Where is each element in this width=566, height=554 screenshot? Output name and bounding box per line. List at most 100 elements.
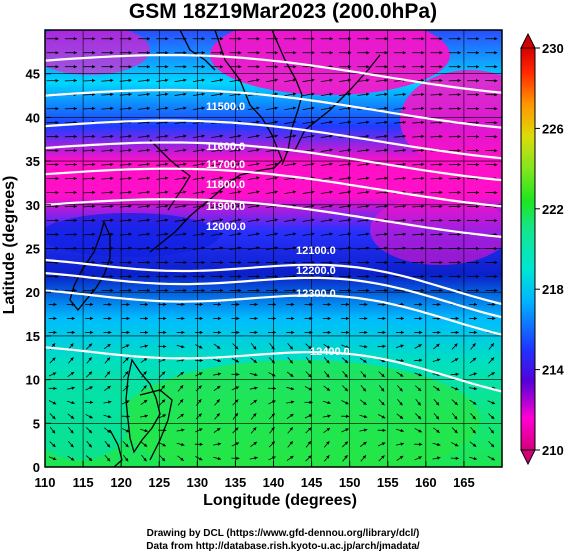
wind-arrow	[378, 455, 385, 462]
wind-arrow	[302, 37, 315, 41]
wind-arrow	[302, 246, 315, 250]
wind-arrow	[250, 357, 258, 364]
wind-arrow	[66, 330, 75, 335]
wind-arrow	[412, 232, 425, 236]
wind-arrow	[397, 385, 403, 392]
wind-arrow	[103, 385, 111, 392]
wind-arrow	[287, 426, 294, 434]
y-tick-label: 30	[26, 198, 40, 213]
wind-arrow	[265, 288, 278, 293]
wind-arrow	[195, 456, 203, 461]
wind-arrow	[101, 232, 114, 236]
wind-arrow	[393, 65, 406, 69]
wind-arrow	[156, 176, 169, 180]
wind-arrow	[266, 218, 278, 222]
wind-arrow	[176, 316, 185, 321]
wind-arrow	[451, 399, 458, 406]
wind-arrow	[64, 190, 77, 195]
x-axis-label: Longitude (degrees)	[203, 492, 357, 509]
wind-arrow	[469, 386, 478, 391]
wind-arrow	[194, 442, 203, 446]
wind-arrow	[357, 204, 370, 208]
wind-arrow	[101, 190, 114, 195]
wind-arrow	[229, 288, 242, 293]
wind-arrow	[430, 92, 443, 97]
wind-arrow	[101, 51, 114, 55]
wind-arrow	[339, 246, 352, 250]
wind-arrow	[393, 204, 406, 208]
wind-arrow	[265, 274, 278, 279]
wind-arrow	[339, 176, 352, 180]
wind-arrow	[341, 400, 349, 405]
wind-arrow	[213, 442, 222, 446]
wind-arrow	[211, 232, 224, 236]
wind-arrow	[341, 302, 350, 307]
wind-arrow	[140, 441, 148, 448]
wind-arrow	[138, 232, 151, 236]
wind-arrow	[377, 330, 386, 335]
wind-arrow	[432, 385, 441, 391]
wind-arrow	[174, 232, 187, 236]
wind-arrow	[430, 190, 443, 195]
wind-arrow	[414, 442, 423, 446]
wind-arrow	[448, 204, 461, 209]
wind-arrow	[393, 176, 406, 180]
wind-arrow	[231, 456, 240, 460]
wind-arrow	[119, 246, 132, 250]
wind-arrow	[266, 232, 278, 236]
wind-arrow	[101, 288, 114, 293]
wind-arrow	[414, 316, 423, 321]
wind-arrow	[467, 218, 480, 223]
x-tick-label: 160	[415, 475, 437, 490]
wind-arrow	[250, 426, 257, 434]
wind-arrow	[487, 316, 496, 321]
wind-arrow	[268, 400, 276, 405]
wind-arrow	[432, 358, 441, 362]
wind-arrow	[433, 427, 440, 434]
wind-arrow	[375, 37, 388, 41]
wind-arrow	[247, 246, 260, 250]
wind-arrow	[48, 302, 57, 307]
wind-arrow	[302, 134, 315, 139]
wind-arrow	[470, 426, 476, 434]
wind-arrow	[430, 106, 443, 111]
wind-arrow	[304, 316, 313, 321]
wind-arrow	[487, 456, 496, 461]
wind-arrow	[231, 442, 240, 447]
wind-arrow	[357, 288, 370, 293]
wind-arrow	[140, 316, 149, 321]
wind-arrow	[86, 371, 93, 378]
wind-arrow	[412, 218, 425, 222]
wind-arrow	[86, 343, 93, 350]
wind-arrow	[138, 134, 151, 138]
wind-arrow	[448, 78, 461, 83]
wind-arrow	[284, 162, 297, 167]
wind-arrow	[375, 204, 388, 208]
wind-arrow	[467, 134, 480, 139]
wind-arrow	[229, 260, 242, 265]
wind-arrow	[158, 316, 167, 321]
wind-arrow	[467, 246, 480, 251]
wind-arrow	[67, 455, 75, 461]
wind-arrow	[46, 78, 59, 83]
wind-arrow	[266, 106, 278, 111]
wind-arrow	[267, 302, 276, 307]
wind-arrow	[101, 148, 114, 153]
wind-arrow	[83, 106, 96, 111]
wind-arrow	[305, 371, 312, 378]
wind-arrow	[103, 302, 112, 307]
wind-arrow	[211, 148, 224, 153]
wind-arrow	[320, 162, 333, 166]
wind-arrow	[247, 260, 260, 265]
wind-arrow	[485, 135, 498, 139]
wind-arrow	[302, 120, 315, 125]
wind-arrow	[250, 343, 257, 350]
wind-arrow	[339, 190, 352, 194]
wind-arrow	[176, 344, 185, 349]
x-tick-label: 145	[301, 475, 323, 490]
wind-arrow	[375, 106, 388, 110]
wind-arrow	[213, 427, 221, 433]
wind-arrow	[121, 330, 130, 335]
wind-arrow	[138, 204, 151, 208]
wind-arrow	[156, 134, 169, 138]
